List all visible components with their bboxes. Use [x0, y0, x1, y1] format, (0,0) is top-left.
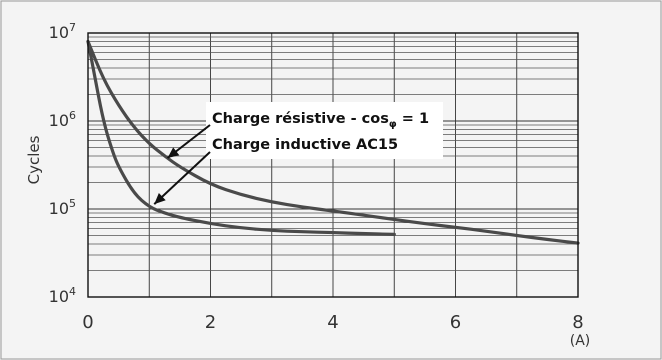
x-tick-label: 6	[450, 312, 461, 333]
y-tick-label: 106	[49, 109, 76, 130]
grid	[87, 33, 579, 298]
x-tick-labels: 0 2 4 6 8	[82, 312, 583, 333]
series-line-resistive	[86, 39, 580, 245]
annotation-resistive: Charge résistive - cosφ = 1	[212, 111, 429, 130]
arrow-inductive	[153, 151, 211, 205]
arrow-resistive-head	[167, 147, 180, 159]
plot-border	[87, 32, 579, 298]
series-line-inductive	[86, 39, 396, 236]
y-tick-labels: 104 105 106 107	[49, 21, 76, 306]
y-tick-label: 107	[49, 21, 76, 42]
x-tick-label: 8	[572, 312, 583, 333]
y-tick-label: 105	[49, 197, 76, 218]
annotation-inductive: Charge inductive AC15	[212, 137, 398, 153]
x-axis-unit-label: (A)	[570, 333, 591, 349]
y-tick-label: 104	[49, 285, 76, 306]
annotation-box	[206, 102, 443, 159]
x-tick-label: 0	[82, 312, 93, 333]
y-axis-label: Cycles	[25, 135, 43, 184]
arrow-inductive-head	[154, 192, 166, 205]
series-lines	[86, 39, 580, 245]
x-tick-label: 2	[205, 312, 216, 333]
x-tick-label: 4	[327, 312, 338, 333]
annotations: Charge résistive - cosφ = 1 Charge induct…	[153, 102, 443, 205]
